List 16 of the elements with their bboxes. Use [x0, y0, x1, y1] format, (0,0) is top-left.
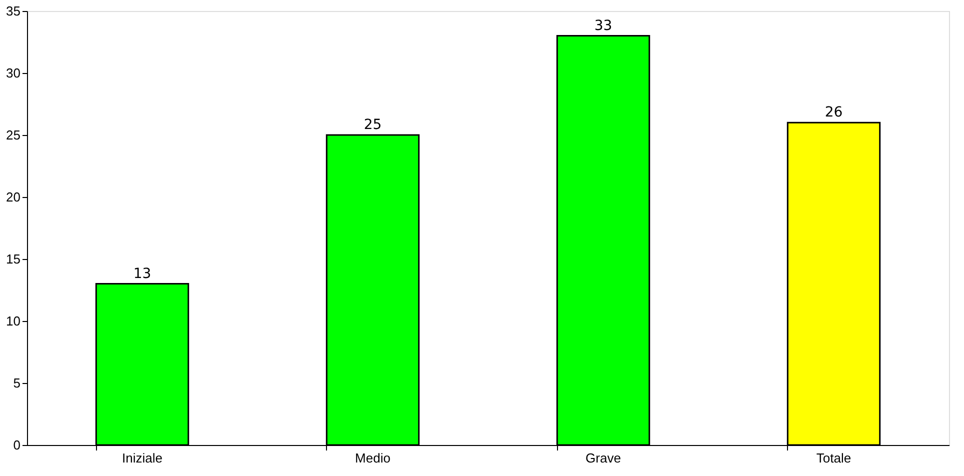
x-tick-label: Totale [816, 450, 852, 466]
data-label: 33 [594, 18, 612, 34]
x-tick-label: Grave [586, 450, 621, 466]
data-label: 26 [824, 104, 843, 121]
data-label: 25 [364, 117, 382, 133]
x-tick-label: Medio [355, 450, 390, 466]
y-tick-label: 20 [6, 190, 20, 204]
y-tick-label: 15 [6, 252, 20, 266]
y-tick-label: 25 [6, 128, 20, 142]
x-tick-label: Iniziale [122, 450, 162, 466]
data-label: 13 [133, 266, 152, 282]
y-tick-label: 5 [13, 376, 20, 390]
y-tick-label: 35 [6, 4, 20, 18]
y-tick-label: 30 [6, 66, 20, 80]
y-tick-label: 0 [13, 438, 20, 452]
y-tick-label: 10 [6, 314, 20, 328]
